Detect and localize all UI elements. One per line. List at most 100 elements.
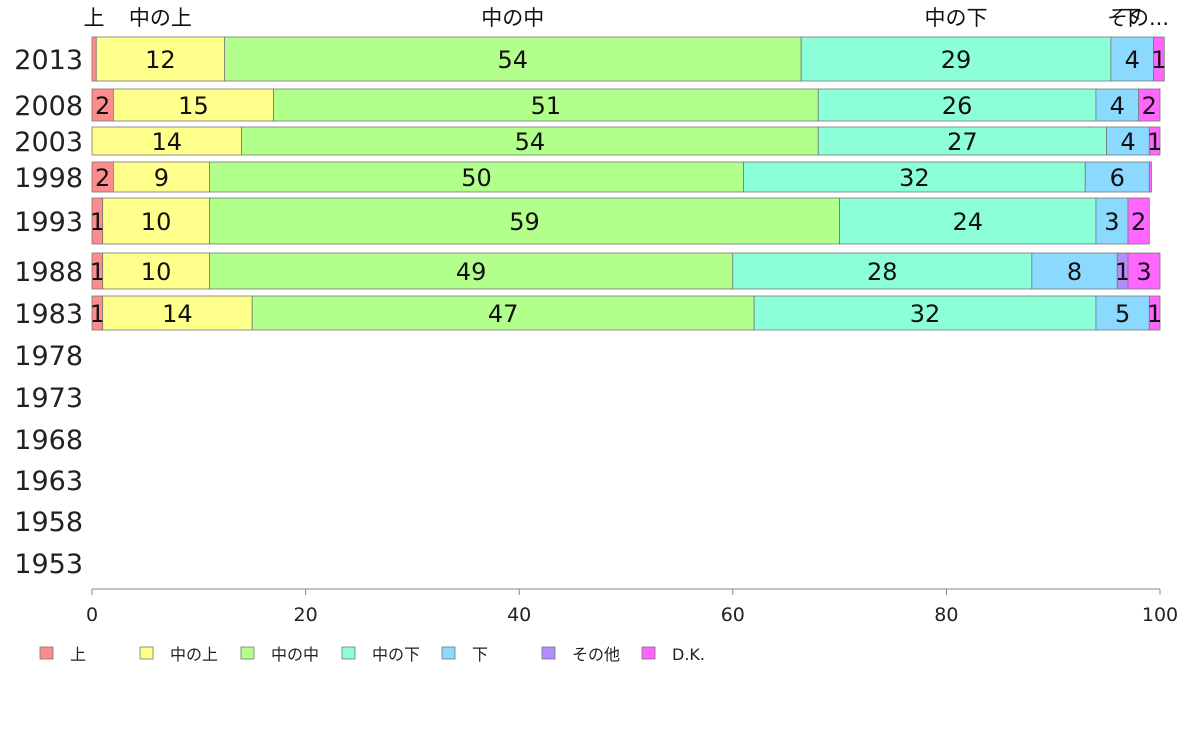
data-label-1998-4: 6	[1110, 164, 1125, 192]
data-label-1998-0: 2	[95, 164, 110, 192]
bar-1983-d-k-6	[1148, 295, 1161, 331]
bar-1998-d-k-6	[1148, 161, 1152, 193]
top-label-4: 下	[1121, 6, 1142, 30]
bar-2013-series-0	[91, 36, 97, 82]
x-tick-label-5: 100	[1142, 604, 1178, 626]
data-label-2008-4: 4	[1110, 92, 1125, 120]
y-tick-label-1978: 1978	[14, 341, 83, 372]
data-label-2003-4: 4	[1120, 128, 1135, 156]
data-label-1988-0: 1	[90, 258, 105, 286]
data-label-1983-6: 1	[1147, 300, 1162, 328]
bar-2003-series-2	[241, 126, 819, 156]
legend-swatch-4	[441, 646, 456, 660]
y-tick-label-2003: 2003	[14, 127, 83, 158]
y-tick-label-1963: 1963	[14, 466, 83, 497]
data-label-2003-3: 27	[947, 128, 978, 156]
bar-2003-d-k-6	[1148, 126, 1161, 156]
data-label-2008-1: 15	[178, 92, 209, 120]
data-label-1993-0: 1	[90, 208, 105, 236]
data-label-2013-4: 4	[1125, 46, 1140, 74]
bar-1988-series-2	[209, 252, 734, 290]
bar-2008-series-1	[112, 88, 274, 122]
data-label-1993-1: 10	[141, 208, 172, 236]
top-label-2: 中の中	[481, 6, 544, 30]
data-label-2008-6: 2	[1142, 92, 1157, 120]
y-tick-label-1988: 1988	[14, 257, 83, 288]
legend-label-2: 中の中	[271, 645, 319, 664]
bar-1998-series-3	[743, 161, 1086, 193]
legend-swatch-6	[641, 646, 656, 660]
bar-2003-series-4	[1106, 126, 1150, 156]
bar-1988-series-1	[102, 252, 210, 290]
top-label-0: 上	[84, 6, 105, 30]
data-label-2013-6: 1	[1151, 46, 1166, 74]
legend-swatch-2	[240, 646, 255, 660]
bar-2008-series-4	[1095, 88, 1140, 122]
bar-2008-series-3	[817, 88, 1097, 122]
x-tick-label-4: 80	[934, 604, 958, 626]
x-tick-label-1: 20	[294, 604, 318, 626]
bar-1988-series-4	[1031, 252, 1118, 290]
bar-1983-series-3	[753, 295, 1097, 331]
legend-label-6: D.K.	[672, 645, 705, 664]
legend-label-3: 中の下	[372, 645, 420, 664]
legend-label-0: 上	[70, 645, 86, 664]
bar-1993-series-2	[209, 197, 840, 245]
data-label-2013-3: 29	[941, 46, 972, 74]
data-label-2008-2: 51	[531, 92, 562, 120]
y-tick-label-1973: 1973	[14, 383, 83, 414]
y-tick-label-1998: 1998	[14, 163, 83, 194]
data-label-1993-4: 3	[1104, 208, 1119, 236]
bar-2008-d-k-6	[1138, 88, 1161, 122]
bar-2003-series-3	[817, 126, 1107, 156]
data-label-2013-2: 54	[498, 46, 529, 74]
bar-1998-series-4	[1084, 161, 1150, 193]
data-label-1988-3: 28	[867, 258, 898, 286]
top-label-3: 中の下	[925, 6, 988, 30]
data-label-1988-4: 8	[1067, 258, 1082, 286]
data-label-1993-3: 24	[952, 208, 983, 236]
bar-1988-d-k-6	[1127, 252, 1161, 290]
bar-1998-series-2	[209, 161, 744, 193]
bar-1983-series-2	[251, 295, 755, 331]
data-label-1988-6: 3	[1136, 258, 1151, 286]
bar-1988-series-3	[732, 252, 1033, 290]
data-label-1983-1: 14	[162, 300, 193, 328]
data-label-2013-1: 12	[145, 46, 176, 74]
legend-swatch-1	[139, 646, 154, 660]
data-label-1983-0: 1	[90, 300, 105, 328]
data-label-2003-6: 1	[1147, 128, 1162, 156]
x-tick-label-2: 40	[507, 604, 531, 626]
bar-1993-series-3	[839, 197, 1097, 245]
data-label-1993-2: 59	[509, 208, 540, 236]
x-tick-label-0: 0	[86, 604, 98, 626]
y-tick-label-1953: 1953	[14, 549, 83, 580]
data-label-1983-4: 5	[1115, 300, 1130, 328]
bar-1993-series-4	[1095, 197, 1129, 245]
bar-2013-series-3	[800, 36, 1112, 82]
bar-1983-series-1	[102, 295, 253, 331]
data-label-1988-1: 10	[141, 258, 172, 286]
top-label-5: その...	[1107, 6, 1169, 30]
bar-1993-d-k-6	[1127, 197, 1150, 245]
y-tick-label-2008: 2008	[14, 91, 83, 122]
bar-2013-d-k-6	[1153, 36, 1165, 82]
data-label-2008-3: 26	[942, 92, 973, 120]
y-tick-label-1968: 1968	[14, 425, 83, 456]
y-tick-label-1993: 1993	[14, 207, 83, 238]
bar-2013-series-2	[224, 36, 802, 82]
bar-2013-series-1	[95, 36, 225, 82]
data-label-2003-1: 14	[151, 128, 182, 156]
y-tick-label-1958: 1958	[14, 507, 83, 538]
bar-1993-series-1	[102, 197, 210, 245]
data-label-1998-1: 9	[154, 164, 169, 192]
x-tick-label-3: 60	[721, 604, 745, 626]
data-label-1983-2: 47	[488, 300, 519, 328]
data-label-1998-3: 32	[899, 164, 930, 192]
bar-1983-series-4	[1095, 295, 1150, 331]
bar-2008-series-2	[273, 88, 819, 122]
data-label-2008-0: 2	[95, 92, 110, 120]
data-label-2003-2: 54	[515, 128, 546, 156]
